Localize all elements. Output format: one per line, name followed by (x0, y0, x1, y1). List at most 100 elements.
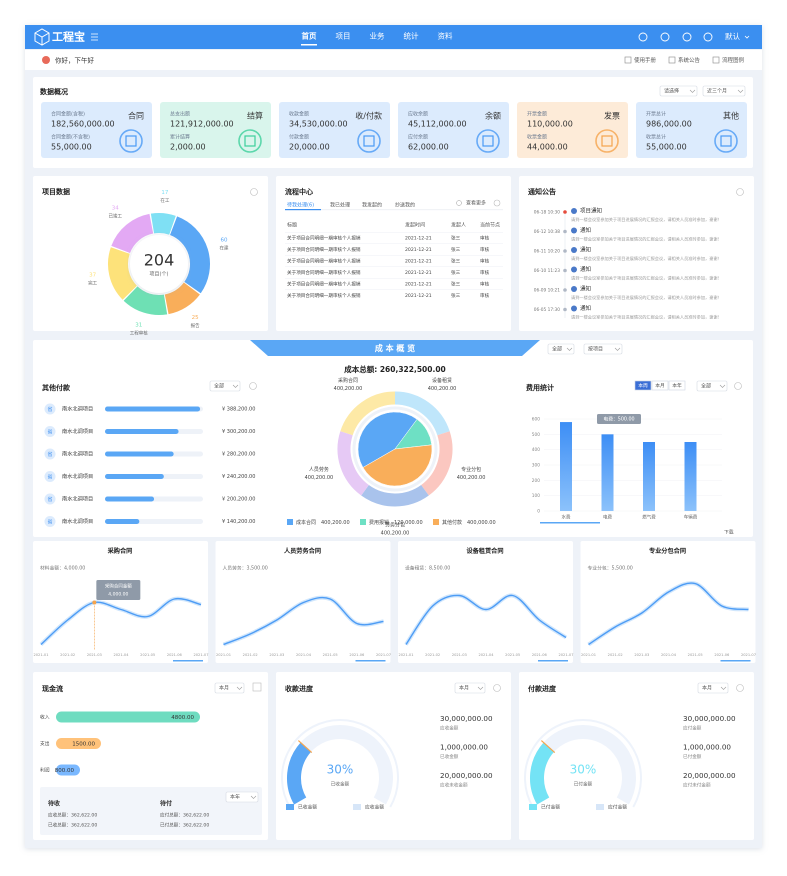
notice-title[interactable]: 通知 (580, 304, 591, 312)
select[interactable] (209, 380, 241, 392)
legend-name: 成本合同 (296, 519, 316, 526)
header-icon[interactable] (703, 32, 713, 42)
select[interactable] (696, 380, 728, 392)
notice-title[interactable]: 通知 (580, 246, 591, 254)
summary-box (40, 787, 262, 835)
notice-text: 请到一楼会议室参加关于项目进展情况的汇报会议，请相关人员准时参加，谢谢！ (571, 294, 722, 301)
select[interactable] (547, 343, 575, 355)
cell[interactable]: 关于项目合同明细一期审核个人报销 (287, 292, 361, 299)
y-tick-label: 0 (537, 509, 540, 515)
tab[interactable]: 抄送我的 (395, 202, 415, 209)
donut-segment (164, 282, 200, 315)
header-icon[interactable] (660, 32, 670, 42)
select[interactable] (225, 791, 259, 803)
project-name: 南水北调项目 (62, 495, 93, 503)
point (92, 600, 97, 605)
nav-item[interactable]: 统计 (404, 31, 419, 41)
card-name: 余额 (485, 111, 501, 121)
tag: 省 (47, 473, 52, 480)
cell: 张三 (451, 269, 461, 276)
legend-name: 费用报销 (369, 519, 389, 526)
card-icon (119, 129, 143, 153)
value-label: ¥ 140,200.00 (222, 519, 255, 525)
stat-value: 110,000.00 (527, 120, 573, 129)
notice-title[interactable]: 项目通知 (580, 207, 602, 215)
cell[interactable]: 关于项目合同明细一期审核个人报销 (287, 258, 361, 265)
banner (250, 340, 540, 356)
y-tick-label: 200 (532, 478, 540, 484)
bar (560, 422, 572, 511)
legend-swatch (360, 519, 366, 525)
header-icon[interactable] (638, 32, 648, 42)
bar (105, 429, 179, 434)
link-icon (712, 56, 720, 64)
header-icon[interactable] (682, 32, 692, 42)
tab[interactable] (651, 380, 669, 391)
tab[interactable]: 我发起的 (362, 202, 382, 209)
stat-value: 121,912,000.00 (170, 120, 234, 129)
panel-title: 流程中心 (285, 187, 313, 196)
segment-value: 17 (161, 190, 168, 196)
top-bar (25, 25, 762, 49)
tag-badge (44, 426, 56, 437)
segment-value: 400,200.00 (428, 386, 457, 392)
more-link[interactable]: 查看更多 (466, 200, 486, 207)
gauge-pointer (540, 740, 556, 754)
cell[interactable]: 关于项目合同明细一期审核个人报销 (287, 281, 361, 288)
x-tick-label: 水费 (562, 514, 571, 521)
tab[interactable] (634, 380, 652, 391)
line (405, 594, 567, 645)
download-link[interactable]: 下载 (724, 529, 734, 536)
select-arrow (720, 686, 727, 690)
label: 开票总计 (646, 111, 666, 118)
cell[interactable]: 关于项目合同明细一期审核个人报销 (287, 246, 361, 253)
label: 开票金额 (527, 111, 547, 118)
card-icon-glyph (363, 135, 375, 147)
quick-link[interactable]: 使用手册 (634, 56, 657, 64)
card-icon-glyph (244, 135, 256, 147)
panel (33, 541, 208, 663)
tooltip (597, 414, 641, 424)
notice-title[interactable]: 通知 (580, 285, 591, 293)
tab[interactable] (668, 380, 686, 391)
cell[interactable]: 关于项目合同明细一期审核个人报销 (287, 269, 361, 276)
x-tick-label: 2021-03 (634, 653, 649, 657)
nav-item[interactable]: 业务 (370, 31, 385, 41)
label: 累计结算 (170, 134, 190, 141)
x-tick-label: 车辆费 (684, 514, 698, 521)
bar-name: 支出 (40, 740, 50, 747)
cell[interactable]: 关于项目合同明细一期审核个人报销 (287, 235, 361, 242)
tab[interactable]: 我已处理 (330, 202, 350, 209)
quick-link[interactable]: 系统公告 (678, 56, 701, 64)
project-name: 南水北调项目 (62, 450, 93, 458)
link-icon (624, 56, 632, 64)
select[interactable] (214, 682, 245, 694)
select[interactable] (583, 343, 623, 355)
x-tick-label: 2021-06 (532, 653, 548, 657)
nav-item[interactable]: 资料 (438, 31, 453, 41)
segment-value: 34 (112, 205, 119, 211)
notice-title[interactable]: 通知 (580, 226, 591, 234)
select[interactable] (702, 85, 746, 97)
stat-value: 44,000.00 (527, 143, 568, 152)
label: 合同金额(不含税) (51, 134, 90, 141)
tag: 省 (47, 496, 52, 503)
select[interactable] (697, 682, 729, 694)
card-name: 发票 (604, 111, 620, 121)
nav-item[interactable]: 项目 (336, 32, 351, 41)
legend-name: 其他付款 (442, 519, 462, 526)
tab[interactable]: 待我处理(6) (287, 202, 314, 209)
segment-name: 采购合同 (338, 377, 358, 384)
notice-time: 06-05 17:30 (534, 307, 561, 313)
donut-center (130, 235, 188, 293)
notice-title[interactable]: 通知 (580, 265, 591, 273)
nav-item[interactable]: 首页 (302, 31, 317, 41)
cell: 审核 (480, 246, 490, 253)
select[interactable] (659, 85, 698, 97)
user-menu[interactable]: 默认 (725, 31, 740, 41)
notice-text: 请到一楼会议室参加关于项目进展情况的汇报会议，请相关人员准时参加，谢谢！ (571, 255, 722, 262)
quick-link[interactable]: 流程图例 (722, 56, 745, 64)
total-value: 204 (144, 251, 175, 270)
select[interactable] (454, 682, 486, 694)
select-arrow (232, 384, 239, 388)
